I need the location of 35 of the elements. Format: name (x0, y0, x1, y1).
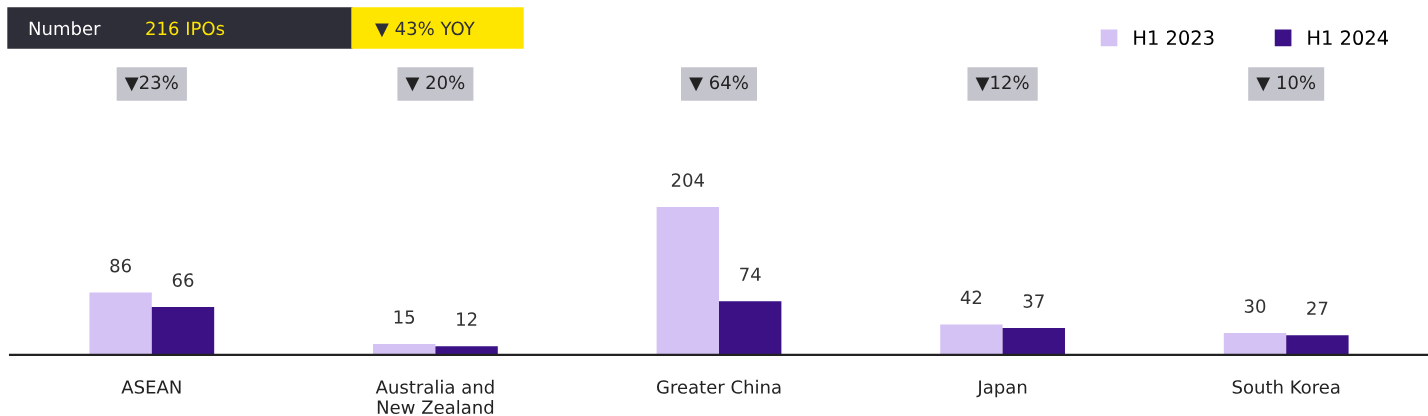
data-label: 30 (1244, 299, 1266, 313)
bar (940, 324, 1003, 355)
bar (373, 343, 436, 355)
text: ▼ 20% (405, 75, 465, 92)
bar (89, 292, 152, 355)
bar (1223, 333, 1287, 355)
data-label: 37 (1023, 294, 1044, 308)
text: ▼ 10% (1256, 75, 1316, 92)
x-tick-label: Japan (976, 380, 1027, 398)
data-label: 15 (394, 310, 415, 324)
bar (435, 346, 498, 355)
x-tick-label: Greater China (656, 379, 781, 394)
x-tick-label: ASEAN (121, 380, 181, 394)
data-label: 66 (172, 273, 194, 287)
bar (151, 307, 215, 355)
text: ▼ 64% (689, 75, 748, 92)
x-tick-label: Australia and New Zealand (375, 379, 494, 415)
data-label: 12 (457, 312, 477, 326)
bar (719, 301, 782, 355)
legend-label: H1 2023 (1134, 30, 1214, 46)
text: Number (29, 21, 101, 36)
text: ▼ 43% YOY (375, 21, 475, 38)
bar (1002, 328, 1065, 355)
x-tick-label: South Korea (1232, 379, 1340, 394)
bar (656, 207, 719, 355)
data-label: 42 (960, 290, 982, 305)
text: ▼23% (124, 75, 178, 92)
data-label: 86 (110, 258, 131, 273)
text: ▼12% (975, 75, 1029, 92)
legend-label: H1 2024 (1308, 30, 1388, 46)
text: 216 IPOs (146, 21, 225, 36)
data-label: 204 (671, 173, 705, 187)
data-label: 74 (740, 267, 761, 281)
bar (1286, 335, 1349, 355)
data-label: 27 (1307, 301, 1328, 315)
